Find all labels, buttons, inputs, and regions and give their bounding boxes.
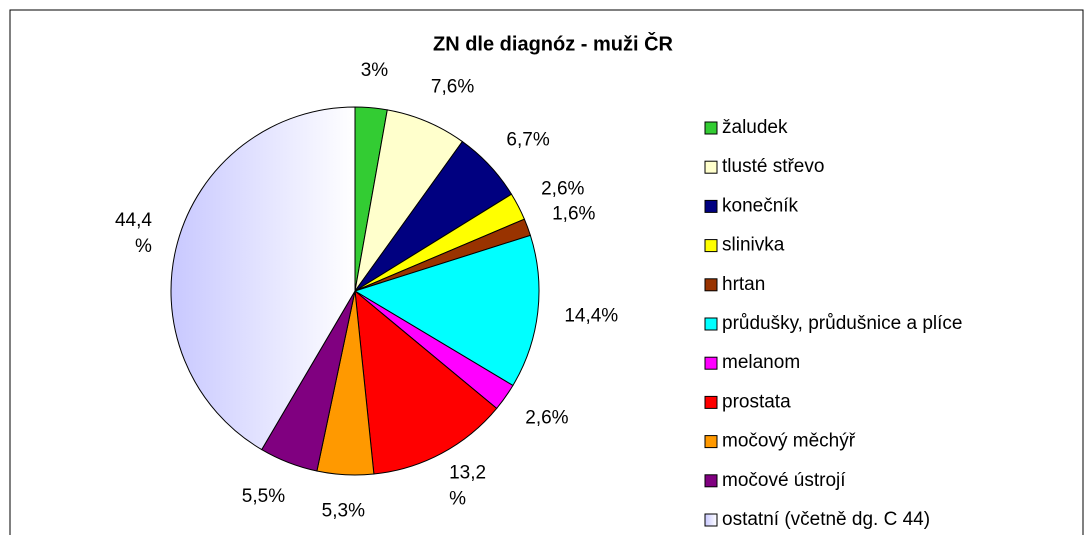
- data-label: 6,7%: [506, 129, 549, 150]
- legend-label: ostatní (včetně dg. C 44): [722, 509, 930, 530]
- chart-frame: [9, 9, 1084, 535]
- data-label: 44,4%: [115, 210, 152, 257]
- legend-label: močové ústrojí: [722, 470, 846, 491]
- legend-swatch: [704, 474, 718, 488]
- chart-title: ZN dle diagnóz - muži ČR: [433, 31, 674, 55]
- legend-label: melanom: [722, 352, 800, 373]
- legend-swatch: [704, 160, 718, 174]
- data-label: 7,6%: [431, 77, 474, 98]
- legend-label: slinivka: [722, 235, 785, 256]
- pie-slice: [170, 106, 356, 451]
- data-label: 14,4%: [564, 306, 618, 327]
- pie-slice: [353, 234, 540, 387]
- data-label: 5,5%: [242, 486, 285, 507]
- legend-swatch: [704, 239, 718, 253]
- data-label: 1,6%: [552, 203, 595, 224]
- legend-swatch: [704, 513, 718, 527]
- legend-label: hrtan: [722, 274, 765, 295]
- legend-label: průdušky, průdušnice a plíce: [722, 313, 962, 334]
- legend-label: konečník: [722, 195, 799, 216]
- legend-label: prostata: [722, 391, 791, 412]
- data-label: 2,6%: [541, 179, 584, 200]
- legend-swatch: [704, 395, 718, 409]
- legend-label: tlusté střevo: [722, 156, 824, 177]
- legend-swatch: [704, 356, 718, 370]
- legend-swatch: [704, 435, 718, 449]
- legend-label: močový měchýř: [722, 431, 856, 452]
- legend-swatch: [704, 121, 718, 135]
- data-label: 3%: [361, 60, 389, 81]
- pie-slice: [354, 289, 498, 475]
- data-label: 13,2%: [449, 463, 486, 510]
- legend-swatch: [704, 199, 718, 213]
- legend-swatch: [704, 278, 718, 292]
- legend-label: žaludek: [722, 117, 788, 138]
- data-label: 2,6%: [525, 408, 568, 429]
- legend-swatch: [704, 317, 718, 331]
- data-label: 5,3%: [322, 501, 365, 522]
